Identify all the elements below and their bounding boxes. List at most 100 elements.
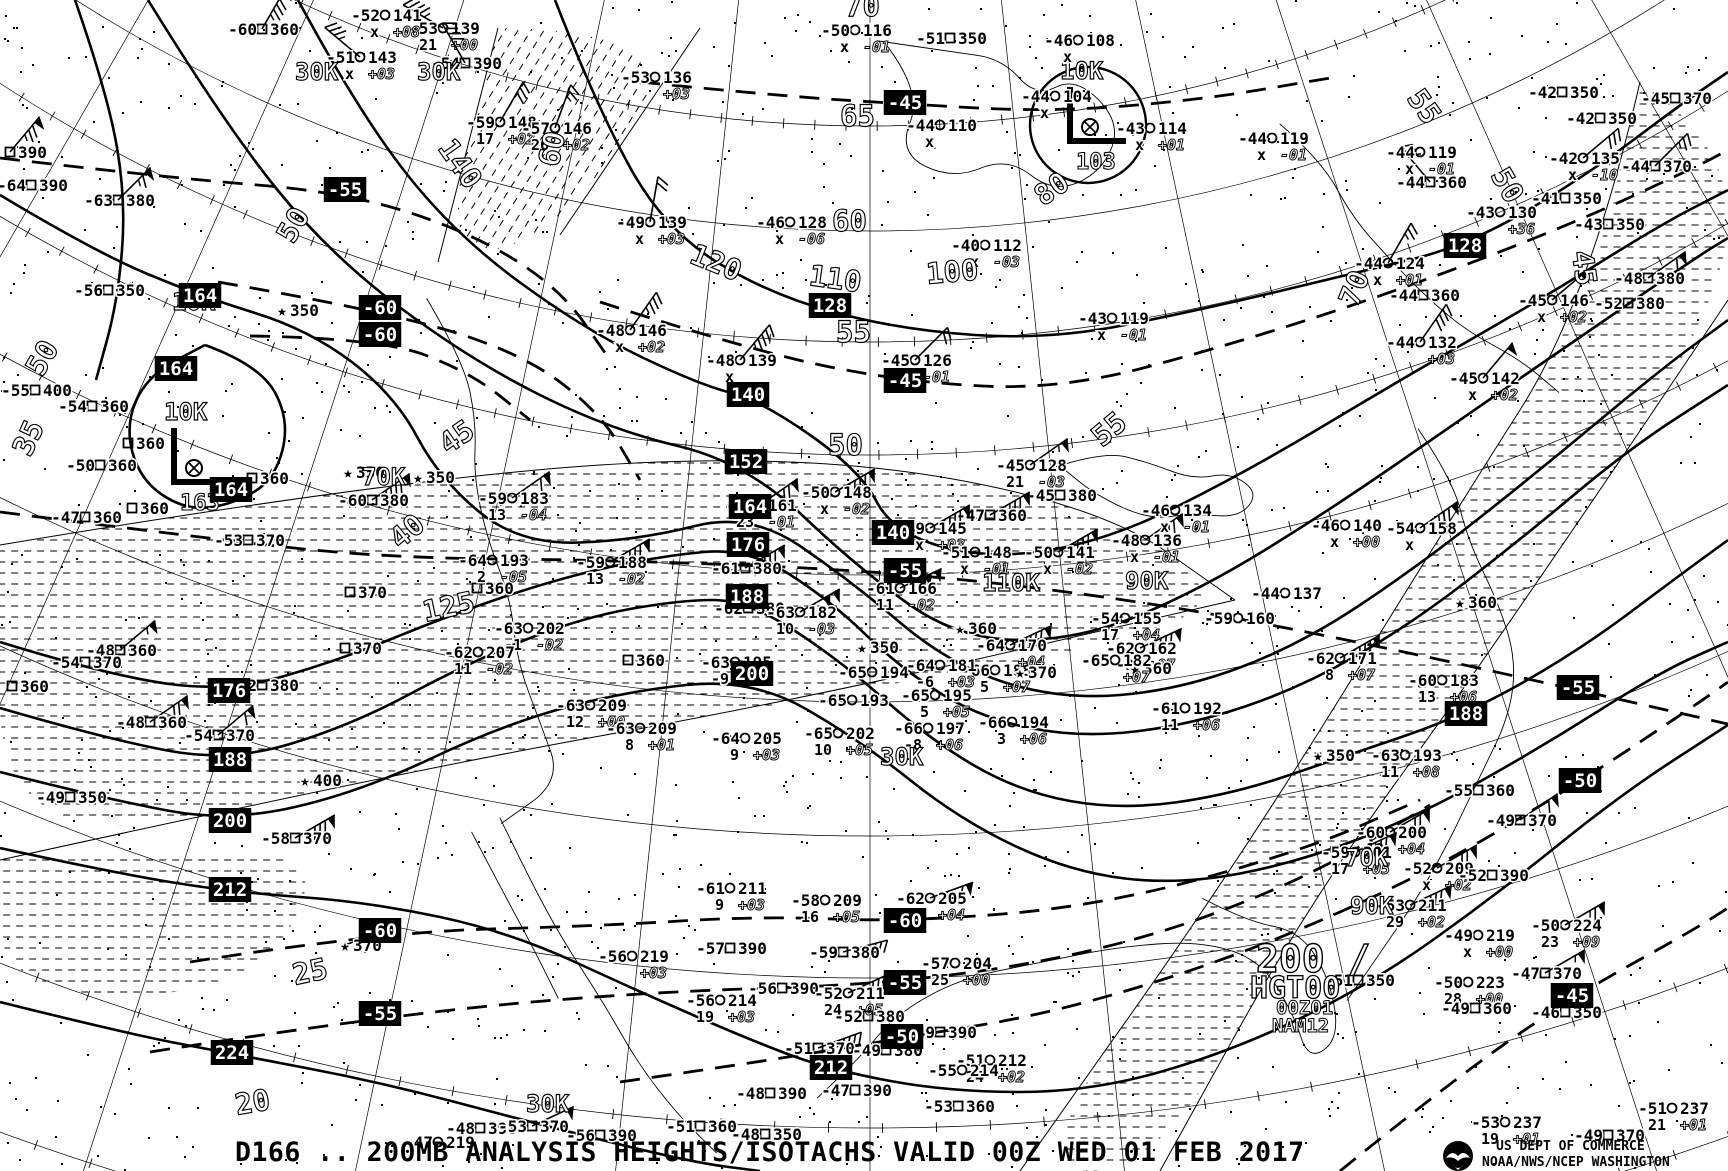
station-height: 360 bbox=[708, 1117, 737, 1136]
station-plot: -58 370 bbox=[260, 814, 336, 850]
station-dd: 23 bbox=[1541, 933, 1559, 951]
contour-label-box: 188 bbox=[1444, 701, 1488, 726]
station-plot: -44 119 x -01 bbox=[1237, 128, 1311, 166]
model-param: HGT00 bbox=[1250, 971, 1340, 1006]
station-height: 130 bbox=[1508, 203, 1537, 222]
station-height: 360 bbox=[100, 397, 129, 416]
station-tendency: +05 bbox=[846, 741, 873, 759]
station-plot: -53 360 bbox=[923, 1096, 997, 1118]
station-height: 195 bbox=[943, 686, 972, 705]
station-temp: -63 bbox=[606, 719, 635, 738]
station-tendency: +07 bbox=[1348, 666, 1375, 684]
station-marker-star: ★ bbox=[340, 936, 350, 955]
station-height: 360 bbox=[485, 579, 514, 598]
station-dd: 8 bbox=[625, 736, 634, 754]
station-temp: -42 bbox=[1528, 83, 1557, 102]
station-plot: -50 116 x -01 bbox=[820, 20, 894, 58]
station-plot: -42 350 bbox=[1527, 82, 1601, 104]
station-plot: ★ 400 bbox=[299, 770, 344, 792]
station-height: 360 bbox=[260, 469, 289, 488]
station-height: 183 bbox=[520, 489, 549, 508]
jet-max-labels: 30K 30K 10K 70K 110K 90K 30K 70K 90K 30K bbox=[171, 57, 1394, 1118]
station-tendency: +02 bbox=[1445, 876, 1472, 894]
station-temp: -44 bbox=[1021, 87, 1050, 106]
contour-label-box: -55 bbox=[358, 1001, 402, 1026]
center-marker: 10K 103 bbox=[1059, 56, 1126, 176]
station-plot: 370 bbox=[344, 582, 388, 604]
station-temp: -48 bbox=[1614, 269, 1643, 288]
station-tendency: +02 bbox=[1560, 308, 1587, 326]
station-temp: -47 bbox=[821, 1081, 850, 1100]
station-plots: 390-64390-63380-56350★350-60360-55400-54… bbox=[0, 0, 1714, 1154]
contour-label-box: -60 bbox=[883, 908, 927, 933]
contour-label-value: -60 bbox=[888, 910, 922, 932]
station-height: 193 bbox=[860, 691, 889, 710]
station-tendency: +03 bbox=[368, 65, 395, 83]
station-plot: -59 188 13 -02 bbox=[575, 538, 651, 590]
station-height: 370 bbox=[1616, 1126, 1645, 1145]
station-tendency: -01 bbox=[983, 560, 1010, 578]
agency-line2: NOAA/NWS/NCEP WASHINGTON bbox=[1482, 1155, 1670, 1170]
station-temp: -50 bbox=[821, 21, 850, 40]
station-temp: -59 bbox=[576, 553, 605, 572]
station-tendency: -03 bbox=[808, 620, 835, 638]
station-plot: 360 bbox=[246, 468, 290, 490]
station-plot: -63 380 bbox=[83, 166, 156, 212]
station-plot: ★ 360 bbox=[1129, 658, 1174, 680]
station-tendency: +03 bbox=[728, 1008, 755, 1026]
station-temp: -62 bbox=[444, 643, 473, 662]
station-temp: -43 bbox=[1078, 309, 1107, 328]
station-plot: -42 350 bbox=[1565, 108, 1639, 130]
graticule-label: 55 bbox=[1085, 405, 1134, 453]
station-dd: 16 bbox=[801, 908, 819, 926]
station-plot: -66 197 -8 +06 bbox=[893, 718, 967, 756]
coastline bbox=[1055, 455, 1254, 518]
height-contour bbox=[0, 640, 1728, 883]
chart-title: D166 .. 200MB ANALYSIS HEIGHTS/ISOTACHS … bbox=[235, 1137, 1305, 1168]
station-marker-star: ★ bbox=[1313, 746, 1323, 765]
station-temp: -65 bbox=[804, 724, 833, 743]
station-temp: -40 bbox=[951, 236, 980, 255]
contour-label-box: 212 bbox=[809, 1055, 853, 1080]
station-temp: -50 bbox=[1531, 916, 1560, 935]
contour-label-value: -55 bbox=[1561, 677, 1595, 699]
station-tendency: +05 bbox=[833, 908, 860, 926]
station-height: 182 bbox=[1123, 651, 1152, 670]
model-cycle: 00Z01 bbox=[1276, 997, 1333, 1019]
contour-label-value: 140 bbox=[876, 522, 910, 544]
station-tendency: -01 bbox=[1120, 326, 1147, 344]
station-dd: x bbox=[1040, 104, 1049, 122]
station-plot: -44 104 x bbox=[1020, 86, 1094, 124]
contour-label-value: -55 bbox=[328, 179, 362, 201]
station-plot: -44 119 x -01 bbox=[1385, 142, 1459, 180]
station-plot: -54 370 bbox=[183, 704, 256, 747]
station-temp: -55 bbox=[1, 381, 30, 400]
station-temp: -48 bbox=[86, 641, 115, 660]
station-plot: -45 370 bbox=[1640, 88, 1714, 110]
station-marker-star: ★ bbox=[1130, 659, 1140, 678]
station-tendency: +03 bbox=[938, 536, 965, 554]
station-height: 188 bbox=[1003, 661, 1032, 680]
contour-label-value: -45 bbox=[888, 370, 922, 392]
station-temp: -60 bbox=[1408, 671, 1437, 690]
temp-contour bbox=[249, 334, 531, 422]
contour-label-box: 176 bbox=[207, 678, 251, 703]
station-height: 350 bbox=[116, 281, 145, 300]
station-plot: -54 370 bbox=[50, 652, 124, 674]
coastline bbox=[1279, 123, 1560, 393]
station-temp: -48 bbox=[736, 1084, 765, 1103]
station-plot: -40 112 x -03 bbox=[950, 235, 1024, 273]
contour-label-value: -60 bbox=[363, 297, 397, 319]
station-temp: -55 bbox=[928, 1061, 957, 1080]
station-temp: -46 bbox=[1044, 31, 1073, 50]
graticule-label: 50 bbox=[828, 428, 863, 462]
meridian-line bbox=[1426, 0, 1728, 678]
station-tendency: -01 bbox=[768, 513, 795, 531]
station-temp: -45 bbox=[996, 456, 1025, 475]
station-height: 237 bbox=[1680, 1099, 1709, 1118]
station-height: 350 bbox=[1608, 109, 1637, 128]
temp-contour bbox=[189, 798, 1421, 964]
station-temp: -45 bbox=[881, 351, 910, 370]
station-plot: -62 171 8 +07 bbox=[1305, 634, 1381, 686]
